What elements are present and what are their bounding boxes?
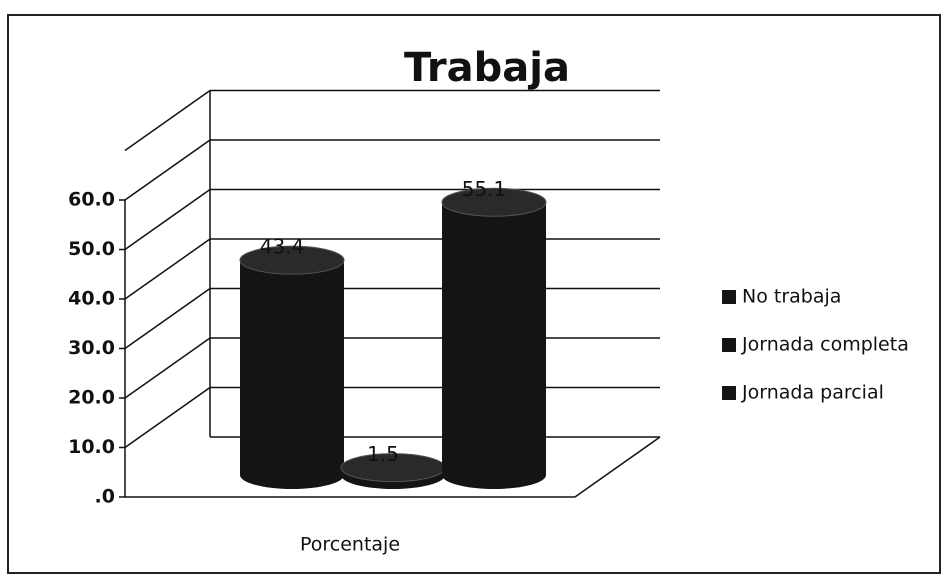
grid-line <box>124 139 211 201</box>
y-tick-label: 40.0 <box>68 288 115 310</box>
cylinder <box>441 187 547 489</box>
y-tick-label: .0 <box>95 486 115 508</box>
cylinder-body <box>240 260 344 489</box>
legend-label: No trabaja <box>742 286 841 308</box>
floor-right <box>574 436 661 498</box>
grid-line <box>124 89 211 152</box>
chart-title: Trabaja <box>404 45 570 91</box>
cylinder-body <box>442 202 546 489</box>
cylinder <box>340 453 446 489</box>
y-tick-label: 50.0 <box>68 238 115 260</box>
legend-label: Jornada parcial <box>741 382 884 404</box>
value-label: 1.5 <box>367 442 399 466</box>
cylinder-top <box>441 187 547 217</box>
legend-swatch <box>722 338 736 352</box>
grid-line <box>124 337 211 399</box>
y-tick-label: 60.0 <box>68 189 115 211</box>
value-label: 43.4 <box>260 235 305 259</box>
y-tick-label: 30.0 <box>68 337 115 359</box>
grid-line <box>124 238 211 300</box>
value-label: 55.1 <box>462 177 507 201</box>
y-tick-label: 20.0 <box>68 387 115 409</box>
y-tick-label: 10.0 <box>68 436 115 458</box>
legend-swatch <box>722 386 736 400</box>
legend-swatch <box>722 290 736 304</box>
grid-line <box>124 188 211 251</box>
x-tick-label: Porcentaje <box>300 534 400 556</box>
grid-line <box>124 287 211 350</box>
legend-label: Jornada completa <box>741 334 909 356</box>
cylinder <box>239 245 345 489</box>
grid-line <box>124 386 211 449</box>
cylinder-top <box>239 245 345 275</box>
